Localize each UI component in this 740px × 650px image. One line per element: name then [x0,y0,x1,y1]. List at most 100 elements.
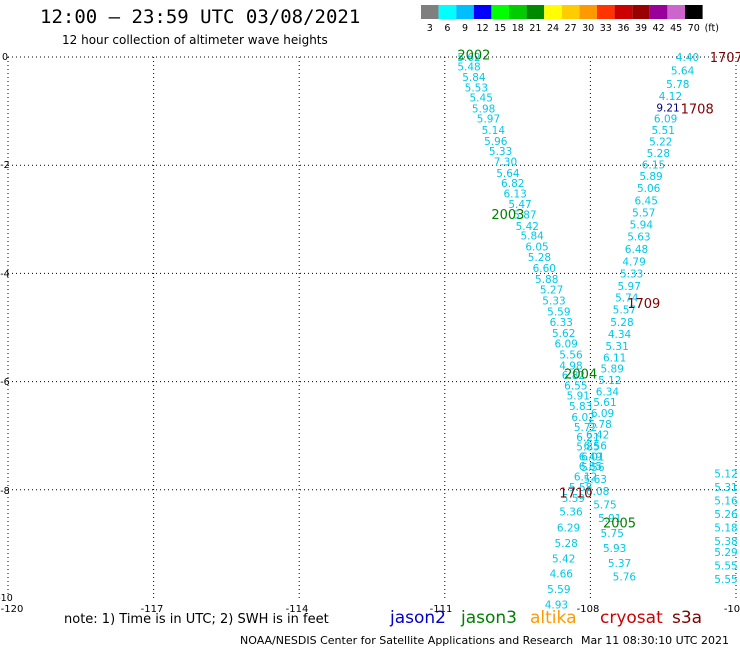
swh-value-jason3: 5.91 [567,391,590,403]
legend-label: 30 [582,23,594,34]
page-subtitle: 12 hour collection of altimeter wave hei… [62,33,328,47]
swh-value-jason3: 5.97 [477,114,500,126]
swh-value-s3a: 4.12 [659,91,682,103]
pass-labels: 2002 2003 2004 2005 1707 1708 1709 1710 [457,48,740,531]
swh-value-jason3: 6.09 [554,339,577,351]
swh-value-s3a: 5.78 [666,79,689,91]
legend-swatch [685,5,703,19]
legend-label: 39 [635,23,647,34]
x-tick-label: -114 [286,604,309,615]
legend-swatch [509,5,527,19]
swh-value-jason3: 5.47 [508,199,531,211]
x-tick-label: -10 [724,604,740,615]
swh-value-east: 5.12 [714,469,737,481]
y-tick-label: -10 [0,593,13,604]
legend-label: 27 [565,23,577,34]
footer-credit: NOAA/NESDIS Center for Satellite Applica… [240,634,574,647]
swh-value-s3a: 5.12 [598,375,621,387]
swh-value-s3a: 5.89 [639,171,662,183]
swh-value-jason3: 5.27 [540,285,563,297]
mission-jason2: jason2 [390,608,446,628]
swh-value-s3a: 4.79 [622,256,645,268]
swh-value-jason3: 5.83 [569,401,592,413]
swh-value-jason3: 5.14 [482,125,506,137]
swh-value-s3a: 4.34 [608,329,632,341]
swh-value-s3a: 5.89 [601,364,624,376]
legend-swatch [491,5,509,19]
y-tick-label: -2 [0,160,9,171]
legend-swatch [614,5,633,19]
x-tick-label: -120 [1,604,24,615]
swh-value-east: 5.55 [714,574,737,586]
footer-note: note: 1) Time is in UTC; 2) SWH is in fe… [64,612,329,627]
legend-label: 6 [444,23,450,34]
swh-value-s3a: 5.78 [588,419,611,431]
swh-value-jason3: 5.56 [559,350,583,362]
legend-label: 9 [462,23,468,34]
y-tick-label: -8 [0,486,9,497]
swh-value-s3a: 6.42 [586,430,609,442]
swh-value-east: 5.38 [714,536,737,548]
swh-value-jason3: 5.96 [484,136,508,148]
swh-value-east: 5.29 [714,547,737,559]
swh-value-s3a: 5.94 [630,220,654,232]
swh-value-jason3: 5.59 [562,493,585,505]
legend-label: 42 [653,23,665,34]
legend-swatch [421,5,439,19]
legend-swatch [473,5,492,19]
swh-value-s3a: 6.45 [635,195,658,207]
pass-number: 1710 [559,487,592,502]
legend-swatch [632,5,650,19]
legend-label: 3 [427,23,433,34]
legend-swatch [579,5,597,19]
swh-value-s3a: 6.01 [581,451,604,463]
swh-value-s3a: 6.48 [625,244,648,256]
swh-value-jason3: 5.45 [470,93,493,105]
swh-value-jason3: 5.42 [552,554,575,566]
swh-value-s3a: 5.63 [627,232,650,244]
swh-value-s3a: 5.37 [608,558,631,570]
y-tick-label: 0 [2,52,8,63]
swh-value-jason3: 6.82 [562,370,585,382]
pass-number: 1709 [627,297,660,312]
swh-value-jason3: 5.42 [516,221,539,233]
swh-value-s3a: 5.33 [620,268,643,280]
swh-value-s3a: 5.31 [605,341,628,353]
color-legend: 3 6 9 12 15 18 21 24 27 30 33 36 39 42 45 70 (ft) [421,5,719,34]
swh-value-east: 5.55 [714,561,737,573]
legend-label: 45 [670,23,682,34]
pass-number: 2002 [457,48,490,63]
swh-value-s3a: 5.64 [671,66,695,78]
legend-swatch [544,5,562,19]
legend-label: 70 [688,23,700,34]
swh-value-east: 5.31 [714,482,737,494]
legend-label: 18 [512,23,524,34]
x-tick-label: -117 [141,604,164,615]
swh-value-jason3: 6.33 [550,317,573,329]
swh-value-s3a: 6.34 [596,386,620,398]
swh-value-s3a: 5.97 [618,281,641,293]
swh-value-s3a: 5.61 [593,397,616,409]
legend-label: 33 [600,23,612,34]
legend-swatch [649,5,668,19]
mission-s3a: s3a [672,608,703,628]
mission-altika: altika [530,608,577,628]
swh-value-jason3: 5.85 [576,442,599,454]
swh-value-jason3: 7.30 [494,156,517,168]
legend-swatch [526,5,545,19]
swh-value-jason3: 5.33 [489,146,512,158]
swh-value-jason3: 5.48 [457,62,480,74]
swh-value-s3a: 5.91 [598,513,621,525]
legend-swatch [456,5,474,19]
swh-value-s3a: 5.76 [613,571,637,583]
legend-swatch [561,5,580,19]
swh-value-s3a: 5.57 [613,305,636,317]
swh-value-jason3: 6.12 [574,471,597,483]
swh-value-jason3: 6.55 [564,380,587,392]
swh-value-s3a: 6.11 [603,352,626,364]
legend-label: 36 [617,23,629,34]
swh-value-jason3: 5.33 [542,295,565,307]
swh-value-jason3: 6.29 [557,523,580,535]
swh-value-jason3: 4.93 [545,599,568,611]
